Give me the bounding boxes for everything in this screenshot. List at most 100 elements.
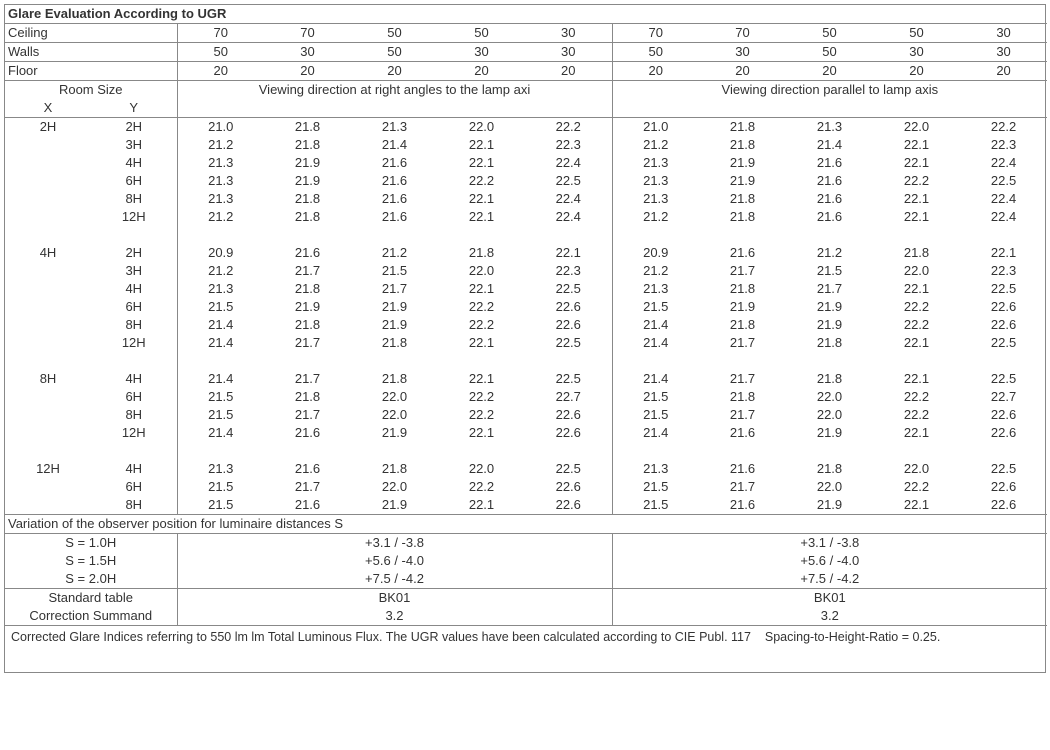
data-cell: 21.6 (786, 154, 873, 172)
data-cell: 22.5 (525, 460, 612, 478)
data-cell: 22.0 (786, 388, 873, 406)
data-cell: 21.4 (612, 334, 699, 352)
y-cell: 4H (91, 370, 177, 388)
data-cell: 21.3 (177, 154, 264, 172)
header-cell: 70 (612, 24, 699, 43)
data-cell: 22.1 (873, 154, 960, 172)
data-cell: 22.2 (873, 478, 960, 496)
data-cell: 22.5 (960, 334, 1047, 352)
data-cell: 22.1 (438, 154, 525, 172)
data-cell: 21.4 (612, 370, 699, 388)
data-cell: 22.0 (438, 118, 525, 137)
data-cell: 21.4 (177, 334, 264, 352)
data-cell: 22.1 (438, 496, 525, 515)
data-cell: 21.0 (612, 118, 699, 137)
header-cell: 30 (960, 43, 1047, 62)
data-cell: 21.7 (264, 262, 351, 280)
data-cell: 22.1 (525, 244, 612, 262)
data-cell: 21.9 (264, 298, 351, 316)
y-cell: 6H (91, 388, 177, 406)
ugr-table: Glare Evaluation According to UGRCeiling… (5, 5, 1047, 672)
data-cell: 21.5 (786, 262, 873, 280)
y-cell: 3H (91, 262, 177, 280)
header-cell: 20 (264, 62, 351, 81)
y-cell: 6H (91, 478, 177, 496)
data-cell: 22.6 (960, 478, 1047, 496)
x-cell (5, 496, 91, 515)
data-cell: 22.6 (960, 424, 1047, 442)
data-cell: 22.1 (438, 136, 525, 154)
data-cell: 21.7 (699, 406, 786, 424)
y-cell: 2H (91, 244, 177, 262)
data-cell: 22.6 (960, 406, 1047, 424)
header-cell: 20 (960, 62, 1047, 81)
page-title: Glare Evaluation According to UGR (5, 5, 1047, 24)
data-cell: 22.1 (438, 334, 525, 352)
x-cell (5, 190, 91, 208)
x-cell (5, 280, 91, 298)
data-cell: 21.9 (264, 172, 351, 190)
data-cell: 21.7 (699, 334, 786, 352)
header-cell: 30 (873, 43, 960, 62)
header-cell: 70 (177, 24, 264, 43)
data-cell: 21.9 (786, 298, 873, 316)
data-cell: 21.2 (351, 244, 438, 262)
data-cell: 21.4 (612, 316, 699, 334)
data-cell: 22.1 (873, 280, 960, 298)
data-cell: 22.0 (873, 262, 960, 280)
data-cell: 22.6 (525, 478, 612, 496)
data-cell: 22.1 (873, 136, 960, 154)
data-cell: 21.3 (612, 190, 699, 208)
data-cell: 21.8 (786, 370, 873, 388)
y-cell: 2H (91, 118, 177, 137)
data-cell: 21.5 (612, 298, 699, 316)
data-cell: 21.2 (177, 136, 264, 154)
y-cell: 12H (91, 424, 177, 442)
data-cell: 22.2 (873, 316, 960, 334)
data-cell: 21.2 (612, 208, 699, 226)
x-cell (5, 316, 91, 334)
header-cell: 20 (351, 62, 438, 81)
data-cell: 22.2 (873, 298, 960, 316)
x-cell: 2H (5, 118, 91, 137)
y-cell: 3H (91, 136, 177, 154)
data-cell: 22.6 (960, 298, 1047, 316)
data-cell: 21.3 (612, 154, 699, 172)
y-cell: 12H (91, 208, 177, 226)
header-cell: 30 (264, 43, 351, 62)
standard-table-label: Standard table (5, 589, 177, 608)
data-cell: 21.7 (699, 262, 786, 280)
standard-table-right: BK01 (612, 589, 1047, 608)
data-cell: 21.8 (351, 460, 438, 478)
data-cell: 22.2 (438, 388, 525, 406)
data-cell: 21.6 (351, 172, 438, 190)
data-cell: 21.8 (699, 190, 786, 208)
data-cell: 22.1 (438, 190, 525, 208)
data-cell: 22.3 (525, 262, 612, 280)
data-cell: 22.4 (525, 154, 612, 172)
data-cell: 21.2 (177, 208, 264, 226)
header-cell: 20 (177, 62, 264, 81)
correction-right: 3.2 (612, 607, 1047, 626)
data-cell: 21.5 (612, 388, 699, 406)
data-cell: 22.4 (960, 208, 1047, 226)
x-label: X (5, 99, 91, 118)
x-cell (5, 136, 91, 154)
standard-table-left: BK01 (177, 589, 612, 608)
header-cell: 20 (873, 62, 960, 81)
data-cell: 22.6 (525, 316, 612, 334)
variation-right: +5.6 / -4.0 (612, 552, 1047, 570)
data-cell: 22.6 (525, 424, 612, 442)
data-cell: 21.2 (612, 262, 699, 280)
x-cell (5, 154, 91, 172)
data-cell: 22.4 (960, 190, 1047, 208)
data-cell: 21.6 (351, 208, 438, 226)
data-cell: 21.6 (786, 190, 873, 208)
data-cell: 22.6 (960, 496, 1047, 515)
data-cell: 22.3 (960, 262, 1047, 280)
data-cell: 21.4 (177, 424, 264, 442)
x-cell (5, 478, 91, 496)
y-cell: 8H (91, 406, 177, 424)
data-cell: 21.7 (786, 280, 873, 298)
data-cell: 22.1 (960, 244, 1047, 262)
